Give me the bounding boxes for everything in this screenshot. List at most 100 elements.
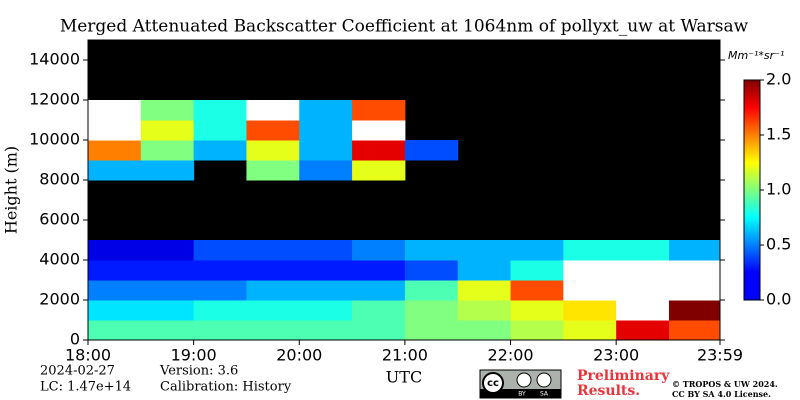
heatmap-cell — [616, 280, 670, 301]
heatmap-cell — [140, 140, 195, 161]
heatmap-cell — [352, 100, 406, 121]
preliminary-note: Results. — [577, 383, 640, 399]
heatmap-cell — [88, 100, 142, 121]
y-tick-label: 10000 — [29, 130, 80, 149]
heatmap-cell — [457, 240, 512, 261]
heatmap-cell — [246, 260, 300, 281]
heatmap-cell — [352, 280, 406, 301]
date: 2024-02-27 — [40, 364, 115, 379]
heatmap-cell — [352, 140, 406, 161]
heatmap-cell — [88, 280, 142, 301]
heatmap-cell — [616, 320, 670, 340]
heatmap-cell — [404, 300, 459, 321]
heatmap-cell — [563, 320, 617, 340]
heatmap-cell — [404, 240, 459, 261]
heatmap-cell — [246, 240, 300, 261]
heatmap-cell — [140, 240, 195, 261]
heatmap-cell — [88, 320, 142, 340]
heatmap-cell — [246, 120, 300, 141]
heatmap-cell — [88, 120, 142, 141]
heatmap-cell — [246, 140, 300, 161]
heatmap-cell — [404, 260, 459, 281]
colorbar — [743, 79, 761, 301]
y-tick-label: 12000 — [29, 90, 80, 109]
colorbar-tick-label: 2.0 — [766, 70, 791, 89]
badge-text: SA — [540, 391, 549, 398]
badge-text: cc — [487, 378, 499, 389]
heatmap-cell — [246, 160, 300, 181]
heatmap-cell — [299, 120, 353, 141]
plot-area — [88, 40, 720, 340]
y-tick-label: 4000 — [39, 250, 80, 269]
heatmap-cell — [352, 240, 406, 261]
heatmap-cell — [668, 300, 720, 321]
x-axis-label: UTC — [386, 368, 422, 387]
heatmap-cell — [193, 260, 247, 281]
copyright: CC BY SA 4.0 License. — [672, 389, 771, 399]
copyright: © TROPOS & UW 2024. — [672, 379, 778, 389]
x-tick-label: 19:00 — [171, 346, 217, 365]
heatmap-cell — [616, 240, 670, 261]
heatmap-cell — [88, 140, 142, 161]
heatmap-cell — [352, 260, 406, 281]
x-tick-label: 23:59 — [697, 346, 743, 365]
version: Version: 3.6 — [159, 364, 238, 379]
heatmap-cell — [299, 160, 353, 181]
heatmap-cell — [88, 300, 142, 321]
colorbar-tick-label: 1.0 — [766, 180, 791, 199]
heatmap-cell — [510, 320, 564, 340]
heatmap-cell — [563, 260, 617, 281]
heatmap-cell — [457, 260, 512, 281]
heatmap-cell — [404, 320, 459, 340]
heatmap-cell — [246, 300, 300, 321]
y-tick-label: 14000 — [29, 50, 80, 69]
heatmap-cell — [299, 100, 353, 121]
heatmap-cell — [299, 140, 353, 161]
heatmap-cell — [246, 100, 300, 121]
heatmap-cell — [193, 280, 247, 301]
plot-frame — [87, 39, 721, 341]
heatmap-cell — [404, 280, 459, 301]
heatmap-cell — [352, 320, 406, 340]
heatmap-cell — [352, 160, 406, 181]
heatmap-cell — [246, 280, 300, 301]
heatmap-cell — [457, 300, 512, 321]
x-tick-label: 18:00 — [65, 346, 111, 365]
heatmap-cell — [510, 300, 564, 321]
heatmap-cell — [352, 120, 406, 141]
heatmap — [88, 100, 720, 340]
preliminary-note: Preliminary — [577, 368, 670, 384]
chart-title: Merged Attenuated Backscatter Coefficien… — [60, 17, 749, 37]
heatmap-cell — [668, 260, 720, 281]
heatmap-cell — [457, 320, 512, 340]
heatmap-cell — [193, 240, 247, 261]
heatmap-cell — [88, 240, 142, 261]
x-tick-label: 23:00 — [593, 346, 639, 365]
heatmap-cell — [193, 320, 247, 340]
x-tick-label: 21:00 — [382, 346, 428, 365]
heatmap-cell — [140, 300, 195, 321]
badge-text: BY — [518, 391, 526, 398]
heatmap-cell — [140, 260, 195, 281]
heatmap-cell — [563, 240, 617, 261]
heatmap-cell — [299, 280, 353, 301]
heatmap-cell — [193, 140, 247, 161]
heatmap-cell — [140, 280, 195, 301]
x-tick-label: 22:00 — [487, 346, 533, 365]
colorbar-tick-label: 0.5 — [766, 235, 791, 254]
y-axis-label: Height (m) — [2, 146, 21, 234]
colorbar-label: Mm⁻¹*sr⁻¹ — [728, 49, 784, 62]
heatmap-cell — [193, 300, 247, 321]
y-tick-label: 2000 — [39, 290, 80, 309]
heatmap-cell — [510, 240, 564, 261]
heatmap-cell — [140, 320, 195, 340]
heatmap-cell — [616, 260, 670, 281]
heatmap-cell — [299, 240, 353, 261]
heatmap-cell — [616, 300, 670, 321]
heatmap-cell — [668, 240, 720, 261]
x-tick-label: 20:00 — [276, 346, 322, 365]
lidar-constant: LC: 1.47e+14 — [40, 380, 131, 395]
heatmap-cell — [193, 120, 247, 141]
heatmap-cell — [299, 260, 353, 281]
